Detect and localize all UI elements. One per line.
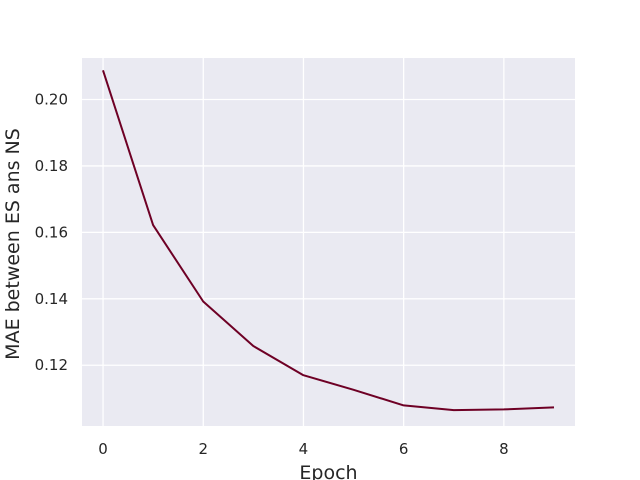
y-tick-label: 0.16 [35, 223, 68, 241]
x-tick-label: 2 [198, 440, 208, 458]
x-tick-label: 0 [98, 440, 108, 458]
x-axis-label: Epoch [299, 462, 357, 480]
x-tick-label: 8 [499, 440, 509, 458]
y-tick-label: 0.18 [35, 157, 68, 175]
y-tick-label: 0.12 [35, 356, 68, 374]
y-gridlines [82, 98, 575, 366]
y-tick-labels: 0.12 0.14 0.16 0.18 0.20 [35, 91, 68, 375]
x-tick-label: 4 [299, 440, 309, 458]
x-tick-label: 6 [399, 440, 409, 458]
series-line [102, 69, 555, 412]
plot-area [82, 58, 575, 426]
x-tick-labels: 0 2 4 6 8 [98, 440, 508, 458]
y-axis-label: MAE between ES ans NS [2, 128, 24, 360]
y-tick-label: 0.14 [35, 290, 68, 308]
y-tick-label: 0.20 [35, 91, 68, 109]
